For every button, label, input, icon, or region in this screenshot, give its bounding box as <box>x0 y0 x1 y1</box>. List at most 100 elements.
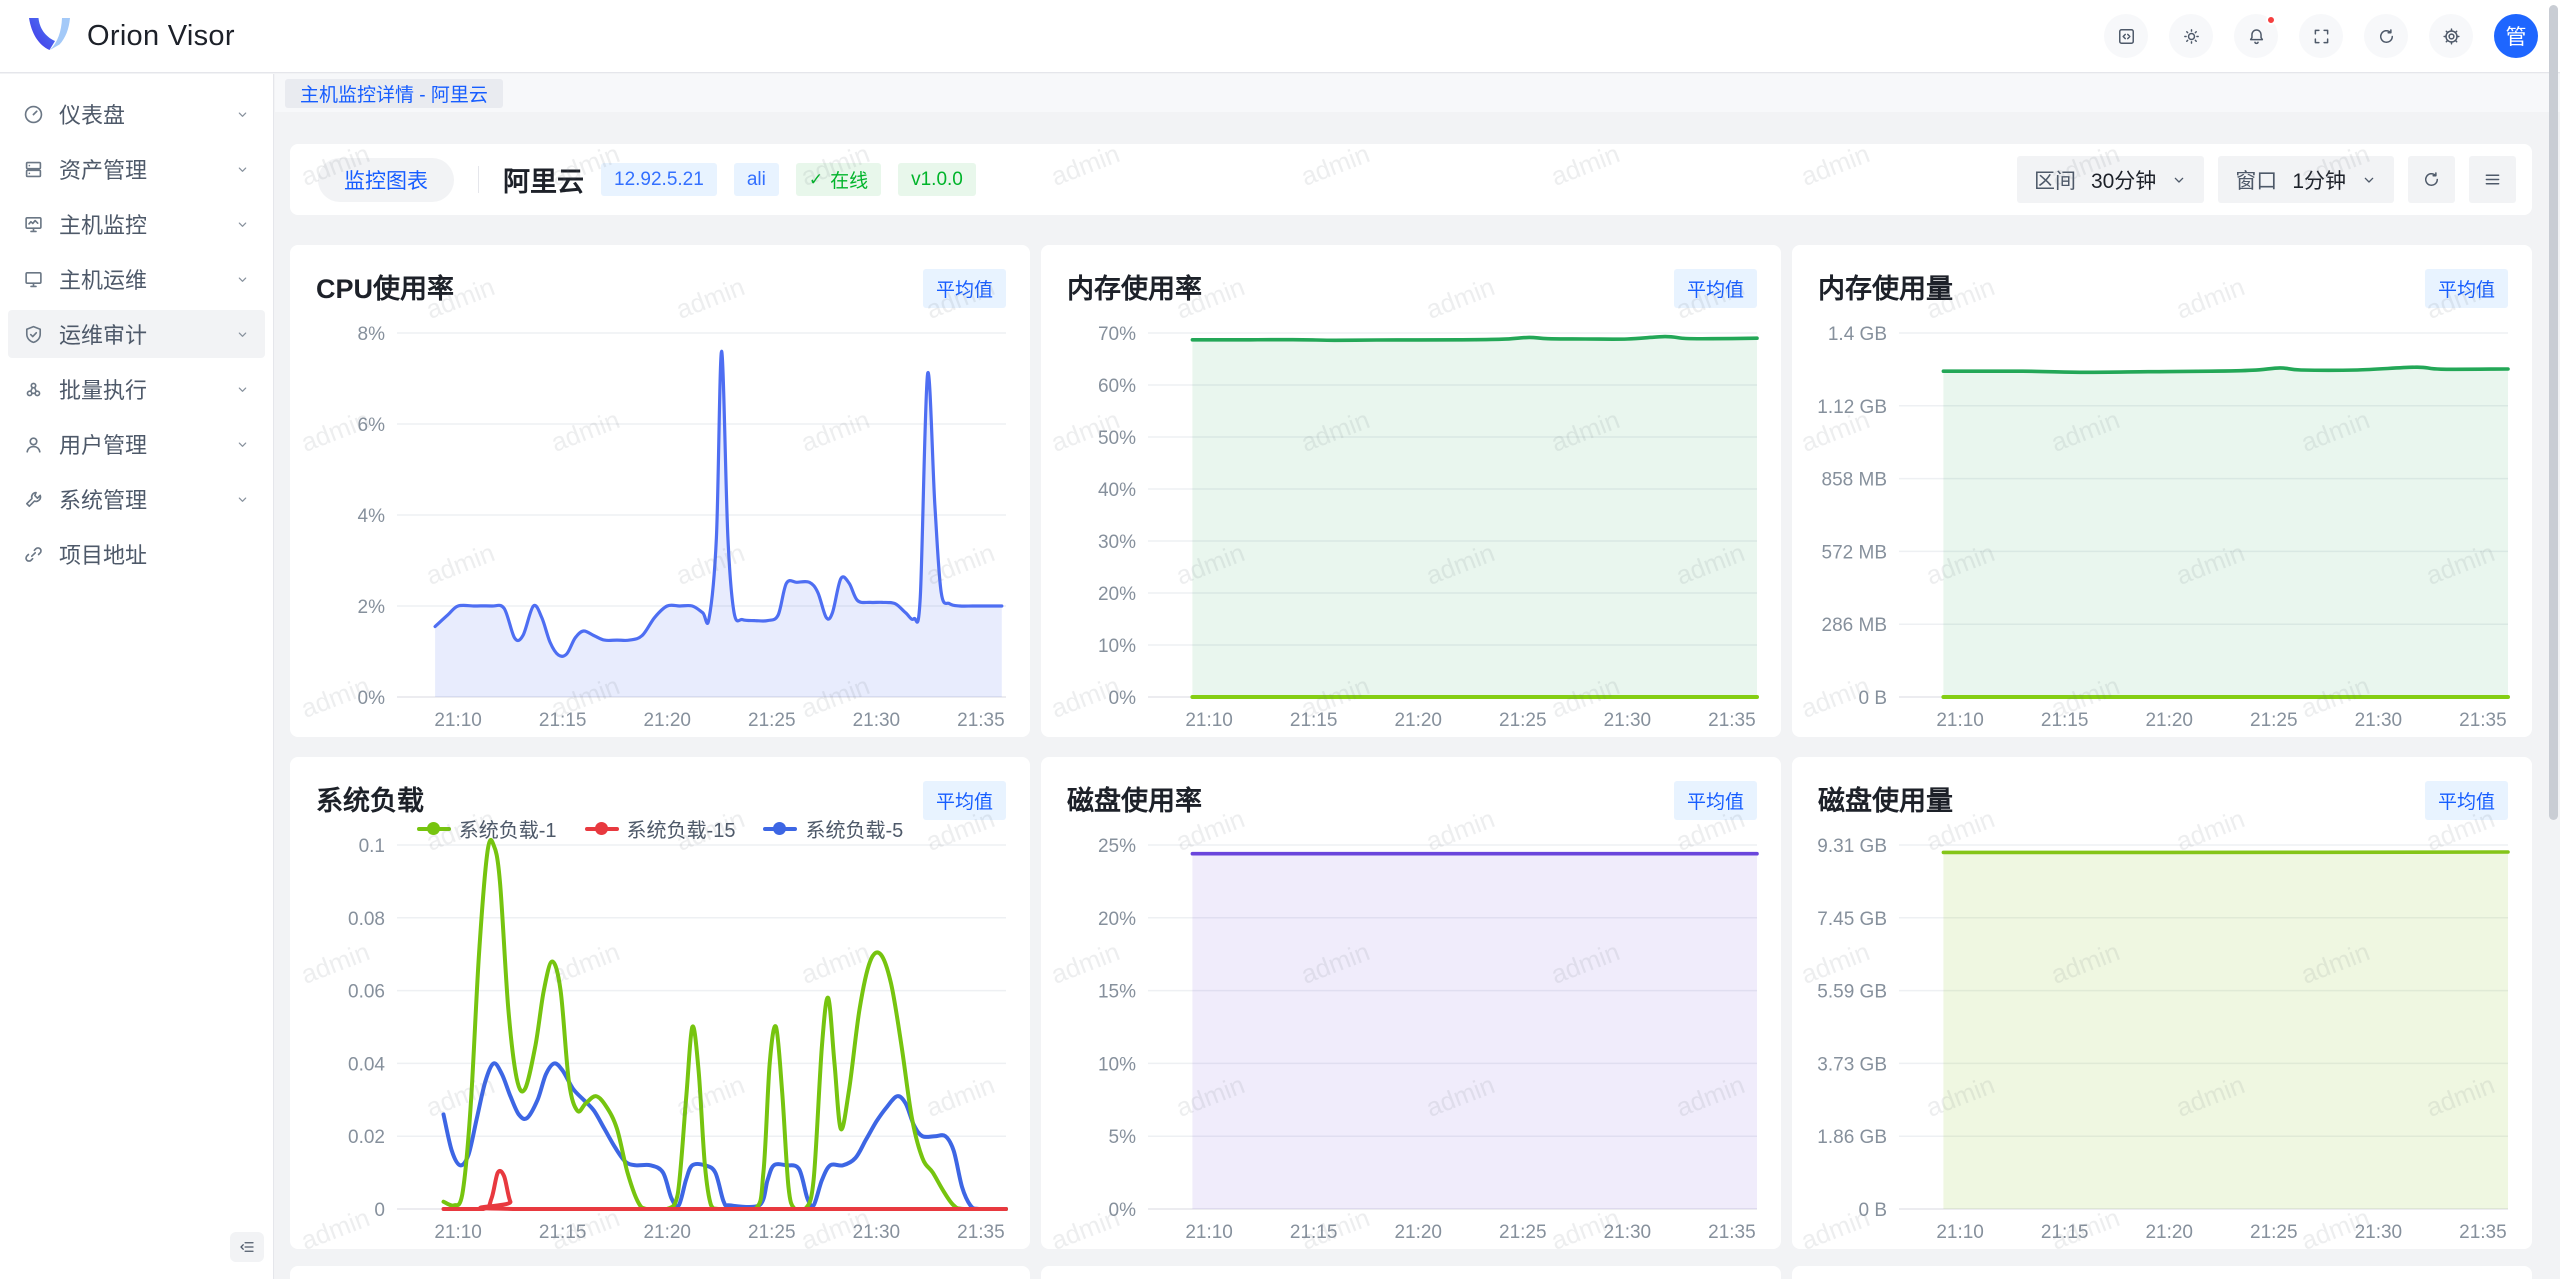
svg-text:6%: 6% <box>358 415 386 436</box>
legend-marker <box>417 822 451 835</box>
svg-text:21:20: 21:20 <box>2145 1222 2193 1243</box>
svg-text:0 B: 0 B <box>1858 1200 1887 1221</box>
svg-text:21:25: 21:25 <box>748 710 796 731</box>
svg-text:21:25: 21:25 <box>1499 710 1547 731</box>
svg-text:10%: 10% <box>1098 636 1136 657</box>
app-title: Orion Visor <box>87 20 235 53</box>
bell-button[interactable] <box>2234 14 2278 58</box>
chart-plot: 9.31 GB7.45 GB5.59 GB3.73 GB1.86 GB0 B21… <box>1792 757 2532 1249</box>
svg-text:0 B: 0 B <box>1858 688 1887 709</box>
svg-text:21:15: 21:15 <box>2041 710 2089 731</box>
sidebar-item-系统管理[interactable]: 系统管理 <box>8 475 265 523</box>
chart-card-mem-rate: 内存使用率平均值70%60%50%40%30%20%10%0%21:1021:1… <box>1041 245 1781 737</box>
sidebar-collapse-button[interactable] <box>230 1232 264 1262</box>
svg-text:0.08: 0.08 <box>348 909 385 930</box>
range-value: 30分钟 <box>2091 165 2156 195</box>
svg-text:21:30: 21:30 <box>1604 710 1652 731</box>
svg-text:21:25: 21:25 <box>1499 1222 1547 1243</box>
chart-card-load: 系统负载平均值0.10.080.060.040.02021:1021:1521:… <box>290 757 1030 1249</box>
svg-text:21:30: 21:30 <box>2355 1222 2403 1243</box>
sidebar-item-label: 项目地址 <box>59 538 147 570</box>
svg-text:21:35: 21:35 <box>2459 710 2507 731</box>
chart-plot: 25%20%15%10%5%0%21:1021:1521:2021:2521:3… <box>1041 757 1781 1249</box>
svg-text:0.02: 0.02 <box>348 1127 385 1148</box>
sidebar-item-主机监控[interactable]: 主机监控 <box>8 200 265 248</box>
chart-menu-button[interactable] <box>2469 156 2516 203</box>
monitor-chart-tab[interactable]: 监控图表 <box>318 158 454 202</box>
svg-text:15%: 15% <box>1098 982 1136 1003</box>
svg-text:1.86 GB: 1.86 GB <box>1817 1127 1887 1148</box>
avatar[interactable]: 管 <box>2494 14 2538 58</box>
svg-text:21:10: 21:10 <box>1185 710 1233 731</box>
sidebar: 仪表盘资产管理主机监控主机运维运维审计批量执行用户管理系统管理项目地址 <box>0 74 274 1279</box>
svg-text:4%: 4% <box>358 506 386 527</box>
legend-marker <box>763 822 797 835</box>
range-label: 区间 <box>2034 165 2076 195</box>
host-tag: v1.0.0 <box>898 163 976 196</box>
svg-text:7.45 GB: 7.45 GB <box>1817 909 1887 930</box>
svg-text:21:10: 21:10 <box>434 710 482 731</box>
svg-text:0%: 0% <box>1109 688 1137 709</box>
vertical-scrollbar[interactable] <box>2549 5 2558 820</box>
svg-text:21:35: 21:35 <box>2459 1222 2507 1243</box>
svg-text:858 MB: 858 MB <box>1822 470 1887 491</box>
tag-text: 在线 <box>830 166 868 193</box>
svg-text:572 MB: 572 MB <box>1822 542 1887 563</box>
tag-text: ali <box>747 169 766 191</box>
window-select[interactable]: 窗口 1分钟 <box>2218 156 2394 203</box>
svg-text:8%: 8% <box>358 324 386 345</box>
next-row-card-sliver <box>290 1266 1030 1279</box>
tab-bar: 主机监控详情 - 阿里云 <box>275 74 2560 112</box>
chevron-down-icon <box>234 326 251 343</box>
svg-text:21:20: 21:20 <box>643 710 691 731</box>
svg-text:21:15: 21:15 <box>1290 710 1338 731</box>
legend-label: 系统负载-15 <box>627 814 736 843</box>
gear-button[interactable] <box>2429 14 2473 58</box>
chart-legend: 系统负载-1 系统负载-15 系统负载-5 <box>290 814 1030 843</box>
orion-visor-logo-icon <box>26 16 72 56</box>
sidebar-item-label: 仪表盘 <box>59 98 125 130</box>
sidebar-item-仪表盘[interactable]: 仪表盘 <box>8 90 265 138</box>
window-value: 1分钟 <box>2292 165 2346 195</box>
svg-text:60%: 60% <box>1098 376 1136 397</box>
refresh-charts-button[interactable] <box>2408 156 2455 203</box>
refresh-button[interactable] <box>2364 14 2408 58</box>
svg-text:21:30: 21:30 <box>1604 1222 1652 1243</box>
sidebar-item-运维审计[interactable]: 运维审计 <box>8 310 265 358</box>
legend-item-系统负载-5[interactable]: 系统负载-5 <box>763 814 903 843</box>
next-row-card-sliver <box>1792 1266 2532 1279</box>
range-select[interactable]: 区间 30分钟 <box>2017 156 2204 203</box>
sidebar-item-批量执行[interactable]: 批量执行 <box>8 365 265 413</box>
svg-text:2%: 2% <box>358 597 386 618</box>
code-button[interactable] <box>2104 14 2148 58</box>
svg-text:21:10: 21:10 <box>1936 710 1984 731</box>
svg-text:21:30: 21:30 <box>853 1222 901 1243</box>
svg-text:20%: 20% <box>1098 909 1136 930</box>
sidebar-item-主机运维[interactable]: 主机运维 <box>8 255 265 303</box>
svg-text:21:25: 21:25 <box>2250 710 2298 731</box>
breadcrumb-tab[interactable]: 主机监控详情 - 阿里云 <box>285 79 503 108</box>
fullscreen-button[interactable] <box>2299 14 2343 58</box>
svg-text:21:20: 21:20 <box>643 1222 691 1243</box>
chart-card-cpu: CPU使用率平均值8%6%4%2%0%21:1021:1521:2021:252… <box>290 245 1030 737</box>
svg-text:9.31 GB: 9.31 GB <box>1817 836 1887 857</box>
legend-item-系统负载-1[interactable]: 系统负载-1 <box>417 814 557 843</box>
sidebar-item-label: 主机监控 <box>59 208 147 240</box>
legend-item-系统负载-15[interactable]: 系统负载-15 <box>585 814 736 843</box>
legend-label: 系统负载-1 <box>459 814 557 843</box>
svg-text:21:15: 21:15 <box>539 710 587 731</box>
sidebar-item-资产管理[interactable]: 资产管理 <box>8 145 265 193</box>
next-row-card-sliver <box>1041 1266 1781 1279</box>
svg-text:21:15: 21:15 <box>539 1222 587 1243</box>
svg-text:21:20: 21:20 <box>1394 1222 1442 1243</box>
chart-plot: 8%6%4%2%0%21:1021:1521:2021:2521:3021:35 <box>290 245 1030 737</box>
app-logo: Orion Visor <box>0 16 235 56</box>
svg-text:70%: 70% <box>1098 324 1136 345</box>
svg-text:21:15: 21:15 <box>2041 1222 2089 1243</box>
theme-button[interactable] <box>2169 14 2213 58</box>
chevron-down-icon <box>234 381 251 398</box>
svg-text:21:35: 21:35 <box>957 710 1005 731</box>
sidebar-item-项目地址[interactable]: 项目地址 <box>8 530 265 578</box>
sidebar-item-用户管理[interactable]: 用户管理 <box>8 420 265 468</box>
sidebar-item-label: 运维审计 <box>59 318 147 350</box>
